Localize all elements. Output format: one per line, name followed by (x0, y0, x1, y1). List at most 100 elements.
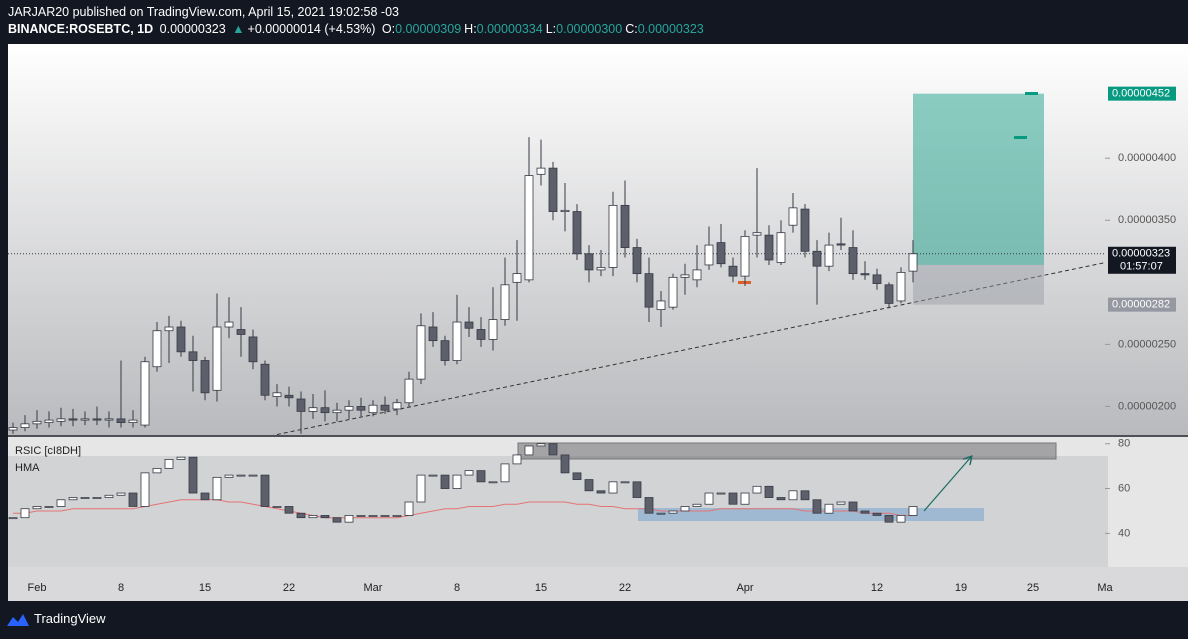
rsi-box (668, 510, 678, 514)
price-badge-label: 0.00000282 (1112, 299, 1170, 311)
rsi-box (692, 503, 702, 507)
footer: TradingView (34, 611, 106, 626)
candle-body (344, 406, 354, 411)
stop-zone (913, 264, 1044, 305)
ohlc-value: 0.00000334 (476, 22, 543, 36)
ohlc-label: H: (464, 22, 477, 36)
candle-body (236, 329, 246, 335)
y-tick-label: 80 (1118, 438, 1130, 450)
candle-body (80, 418, 90, 421)
candle-body (740, 235, 750, 277)
rsi-box (812, 499, 822, 514)
rsi-box (680, 506, 690, 512)
candle-body (764, 234, 774, 261)
rsi-box (224, 474, 234, 478)
rsi-box (740, 492, 750, 505)
candle-body (872, 274, 882, 284)
ohlc-label: C: (625, 22, 638, 36)
hma-line (13, 499, 913, 519)
last: 0.00000323 (159, 22, 226, 36)
marker (1025, 92, 1038, 95)
change: +0.00000014 (+4.53%) (247, 22, 376, 36)
rsi-box (764, 485, 774, 498)
rsi-box (548, 443, 558, 456)
candle-body (812, 250, 822, 267)
rsi-box (140, 472, 150, 507)
price-badge (1108, 86, 1176, 101)
candle-body (416, 325, 426, 380)
candle-body (692, 269, 702, 281)
candle-body (188, 351, 198, 361)
y-tick-label: 60 (1118, 482, 1130, 494)
candle-body (860, 273, 870, 276)
candle-body (68, 418, 78, 421)
rsi-box (704, 492, 714, 505)
candle-body (476, 329, 486, 340)
ohlc-label: O: (381, 22, 396, 36)
candle-body (512, 273, 522, 283)
rsi-box (584, 479, 594, 492)
rsi-box (800, 490, 810, 501)
candle-body (464, 321, 474, 329)
rsi-box (524, 445, 534, 456)
x-tick-label: 22 (283, 582, 295, 594)
publisher: JARJAR20 published on TradingView.com, A… (8, 5, 399, 19)
trendline (272, 262, 1105, 435)
x-tick-label: 12 (871, 582, 883, 594)
rsi-box (488, 481, 498, 484)
candle-body (596, 267, 606, 271)
rsi-box (344, 515, 354, 523)
marker (1014, 136, 1027, 139)
y-tick-label: 0.00000200 (1118, 400, 1176, 412)
rsi-box (8, 517, 18, 520)
candle-body (200, 360, 210, 394)
candle-body (500, 284, 510, 320)
rsi-box (272, 506, 282, 508)
y-tick-label: 40 (1118, 527, 1130, 539)
rsi-box (260, 474, 270, 507)
rsi-box (872, 512, 882, 516)
candle-body (260, 363, 270, 396)
y-tick-label: 0.00000350 (1118, 214, 1176, 226)
candle-body (776, 232, 786, 263)
x-tick-label: 15 (535, 582, 547, 594)
y-tick-label: 0.00000400 (1118, 152, 1176, 164)
candle-body (332, 409, 342, 414)
candle-body (32, 420, 42, 425)
y-tick-label: 0.00000250 (1118, 338, 1176, 350)
candle-body (380, 404, 390, 411)
candle-body (716, 242, 726, 265)
candle-body (848, 247, 858, 275)
rsi-box (104, 494, 114, 498)
rsi-box (632, 481, 642, 498)
x-tick-label: 25 (1027, 582, 1039, 594)
x-tick-label: 15 (199, 582, 211, 594)
rsi-box (428, 474, 438, 477)
rsi-box (908, 506, 918, 516)
candle-body (428, 326, 438, 342)
arrow (923, 457, 971, 512)
zone (638, 508, 984, 521)
candle-body (632, 247, 642, 275)
symbol-line: BINANCE:ROSEBTC, 1D 0.00000323 ▲ +0.00000… (8, 21, 710, 38)
rsi-box (596, 490, 606, 494)
time-axis (8, 567, 1188, 601)
rsi-box (776, 497, 786, 501)
symbol: BINANCE:ROSEBTC, 1D (8, 22, 154, 36)
x-tick-label: Apr (736, 582, 753, 594)
main-plot (8, 93, 1105, 435)
candle-body (680, 274, 690, 278)
candle-body (404, 378, 414, 404)
candle-body (908, 253, 918, 272)
arrow: ▲ (232, 22, 245, 36)
candle-body (44, 419, 54, 423)
rsi-box (572, 472, 582, 480)
rsi-box (20, 508, 30, 519)
rsi-box (716, 492, 726, 495)
candle-body (608, 204, 618, 268)
rsi-box (728, 492, 738, 505)
rsi-box (356, 515, 366, 517)
header: JARJAR20 published on TradingView.com, A… (8, 4, 710, 38)
candle-body (212, 326, 222, 391)
